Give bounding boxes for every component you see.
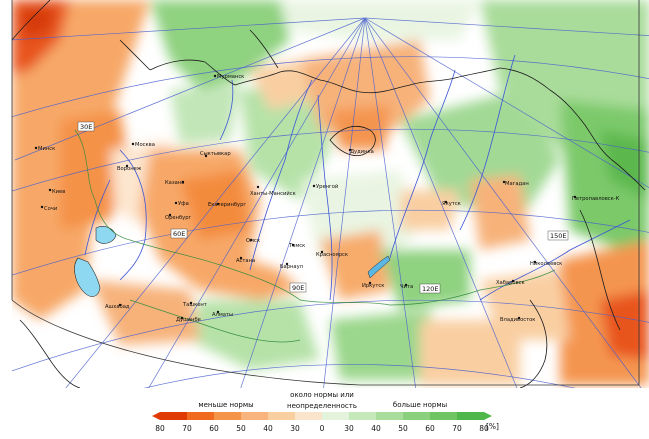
city-label: Магадан	[505, 181, 529, 187]
aral-sea	[95, 226, 117, 244]
city-label: Душанбе	[176, 317, 201, 323]
legend-swatch	[322, 412, 350, 420]
legend-caption-left: меньше нормы	[198, 401, 253, 409]
legend-ticks: 80 70 60 50 40 30 0 30 40 50 60 70 80	[155, 424, 489, 433]
legend-swatch	[457, 412, 485, 420]
city-label: Омск	[246, 238, 260, 244]
legend-swatch	[241, 412, 269, 420]
legend-swatch	[376, 412, 404, 420]
legend-tick-label: 80	[479, 424, 489, 433]
legend-tick-label: 40	[371, 424, 381, 433]
city-label: Оренбург	[165, 215, 192, 221]
city-label: Мурманск	[217, 74, 244, 80]
city-label: Киев	[52, 189, 65, 195]
city-label: Ташкент	[182, 302, 207, 308]
svg-text:150E: 150E	[550, 232, 567, 240]
meridian-label-150e: 150E	[547, 230, 569, 241]
legend-unit: [%]	[486, 422, 499, 431]
city-label: Петропавловск-К	[572, 196, 620, 202]
legend-tick-label: 0	[320, 424, 325, 433]
city-label: Воронеж	[117, 166, 142, 172]
city-label: Чита	[400, 284, 413, 290]
legend-caption-mid-1: около нормы или	[290, 391, 354, 399]
city-label: Уренгой	[316, 183, 338, 190]
city-label: Ашхабад	[105, 304, 130, 310]
meridian-label-60e: 60E	[170, 228, 188, 239]
legend-swatch	[430, 412, 458, 420]
city-label: Николаевск	[530, 261, 562, 267]
city-label: Алматы	[212, 312, 233, 318]
legend-swatch	[349, 412, 377, 420]
caspian-sea	[74, 257, 101, 297]
city-label: Минск	[38, 146, 55, 152]
legend-tick-label: 40	[263, 424, 273, 433]
city-label: Екатеринбург	[208, 202, 246, 208]
coastlines	[12, 0, 646, 388]
legend-arrow-right	[484, 412, 492, 420]
legend-tick-label: 50	[236, 424, 246, 433]
city-label: Казань	[165, 180, 184, 186]
legend-tick-label: 60	[209, 424, 219, 433]
legend-tick-label: 30	[290, 424, 300, 433]
legend-arrow-left	[152, 412, 160, 420]
legend-swatch	[187, 412, 215, 420]
legend-swatch	[268, 412, 296, 420]
city-label: Владивосток	[500, 317, 535, 323]
legend-tick-label: 30	[344, 424, 354, 433]
svg-text:30E: 30E	[80, 123, 92, 131]
city-label: Ханты-Мансийск	[250, 190, 296, 197]
city-label: Барнаул	[280, 264, 303, 270]
city-label: Дудинка	[350, 149, 374, 155]
city-label: Якутск	[442, 201, 461, 207]
baikal-lake	[367, 255, 391, 279]
legend-tick-label: 60	[425, 424, 435, 433]
latitude-lines	[12, 56, 649, 388]
legend-swatch	[295, 412, 323, 420]
country-borders	[74, 129, 556, 343]
legend-caption-mid-2: неопределенность	[287, 402, 357, 410]
legend-color-bar	[152, 412, 492, 420]
meridian-label-30e: 30E	[77, 121, 95, 132]
legend-tick-label: 50	[398, 424, 408, 433]
city-label: Красноярск	[316, 252, 348, 258]
city-label: Иркутск	[362, 283, 384, 289]
city-label: Астана	[236, 258, 255, 264]
city-label: Томск	[288, 243, 305, 249]
city-label: Сочи	[44, 206, 57, 212]
city-labels: Мурманск Москва Воронеж Казань Уфа Оренб…	[38, 74, 620, 323]
city-markers	[34, 74, 577, 320]
city-label: Москва	[135, 142, 155, 148]
legend: около нормы или меньше нормы неопределен…	[152, 391, 499, 433]
meridian-label-120e: 120E	[419, 283, 441, 294]
legend-tick-label: 70	[452, 424, 462, 433]
svg-text:60E: 60E	[173, 230, 185, 238]
city-label: Сыктывкар	[200, 151, 231, 157]
legend-tick-label: 80	[155, 424, 165, 433]
forecast-map: Мурманск Москва Воронеж Казань Уфа Оренб…	[11, 0, 649, 388]
city-label: Хабаровск	[496, 280, 525, 286]
city-label: Уфа	[178, 201, 189, 207]
svg-text:120E: 120E	[422, 285, 439, 293]
legend-swatch	[403, 412, 431, 420]
anomaly-fields	[12, 0, 649, 385]
legend-tick-label: 70	[182, 424, 192, 433]
meridian-lines	[12, 17, 649, 388]
meridian-label-90e: 90E	[289, 282, 307, 293]
svg-text:90E: 90E	[292, 284, 304, 292]
legend-swatch	[160, 412, 188, 420]
map-border	[11, 0, 640, 386]
legend-caption-right: больше нормы	[393, 401, 447, 409]
legend-swatch	[214, 412, 242, 420]
